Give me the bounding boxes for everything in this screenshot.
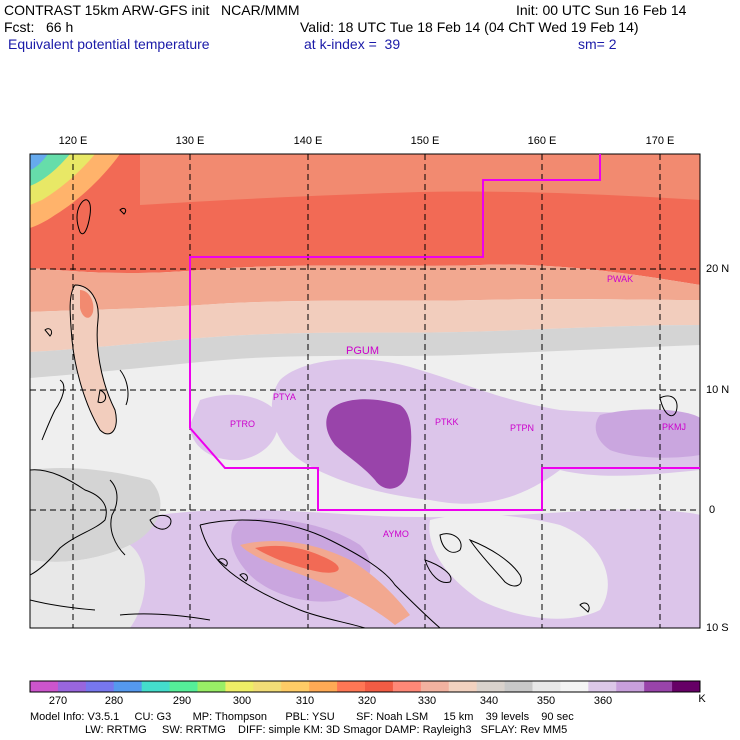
inner-domain-boundary xyxy=(189,154,700,511)
colorbar-swatch xyxy=(532,681,561,692)
level-info: at k-index = 39 xyxy=(304,36,401,52)
lon-label-170: 170 E xyxy=(645,135,675,147)
colorbar-swatch xyxy=(113,681,143,692)
colorbar-swatch xyxy=(85,681,115,692)
colorbar-swatch xyxy=(30,681,59,692)
station-aymo: AYMO xyxy=(383,529,409,539)
colorbar-label-320: 320 xyxy=(357,695,377,707)
coastlines xyxy=(30,199,678,628)
colorbar-swatch xyxy=(420,681,450,692)
colorbar-swatch xyxy=(141,681,171,692)
field-shading xyxy=(30,154,700,628)
colorbar-swatch xyxy=(253,681,282,692)
station-pwak: PWAK xyxy=(607,274,633,284)
colorbar-swatch xyxy=(392,681,422,692)
colorbar-label-310: 310 xyxy=(295,695,315,707)
colorbar-label-300: 300 xyxy=(232,695,252,707)
colorbar-swatch xyxy=(504,681,533,692)
smoothing-info: sm= 2 xyxy=(578,36,617,52)
colorbar-swatch xyxy=(365,681,394,692)
colorbar-swatch xyxy=(644,681,673,692)
colorbar-swatch xyxy=(616,681,645,692)
station-ptya: PTYA xyxy=(273,392,296,402)
colorbar-label-340: 340 xyxy=(479,695,499,707)
lat-label-eq: 0 xyxy=(709,504,716,516)
colorbar-label-290: 290 xyxy=(172,695,192,707)
colorbar-swatch xyxy=(281,681,310,692)
colorbar-swatch xyxy=(225,681,254,692)
lat-label-10s: 10 S xyxy=(706,622,729,634)
colorbar-swatch xyxy=(197,681,226,692)
colorbar-swatch xyxy=(672,681,701,692)
model-info-line-1: Model Info: V3.5.1 CU: G3 MP: Thompson P… xyxy=(30,711,574,723)
colorbar xyxy=(30,681,701,692)
colorbar-label-350: 350 xyxy=(536,695,556,707)
grid-lines xyxy=(30,154,700,628)
forecast-hour: Fcst: 66 h xyxy=(4,19,74,35)
colorbar-frame xyxy=(29,680,701,693)
station-pkmj: PKMJ xyxy=(662,422,686,432)
station-ptpn: PTPN xyxy=(510,423,534,433)
field-name: Equivalent potential temperature xyxy=(8,36,210,52)
lon-label-150: 150 E xyxy=(410,135,440,147)
colorbar-swatch xyxy=(588,681,617,692)
lon-label-130: 130 E xyxy=(175,135,205,147)
lon-label-160: 160 E xyxy=(527,135,557,147)
lat-label-10n: 10 N xyxy=(706,384,730,396)
colorbar-swatch xyxy=(169,681,198,692)
colorbar-swatch xyxy=(560,681,589,692)
lon-label-140: 140 E xyxy=(293,135,323,147)
colorbar-unit: K xyxy=(698,693,706,705)
model-info-line-2: LW: RRTMG SW: RRTMG DIFF: simple KM: 3D … xyxy=(30,724,568,736)
colorbar-label-280: 280 xyxy=(104,695,124,707)
colorbar-swatch xyxy=(476,681,506,692)
colorbar-label-360: 360 xyxy=(593,695,613,707)
colorbar-swatch xyxy=(309,681,338,692)
colorbar-label-270: 270 xyxy=(48,695,68,707)
colorbar-label-330: 330 xyxy=(417,695,437,707)
station-pgum: PGUM xyxy=(346,345,379,357)
init-time: Init: 00 UTC Sun 16 Feb 14 xyxy=(516,2,687,18)
model-title: CONTRAST 15km ARW-GFS init NCAR/MMM xyxy=(4,2,300,18)
colorbar-swatch xyxy=(57,681,87,692)
colorbar-swatch xyxy=(448,681,478,692)
valid-time: Valid: 18 UTC Tue 18 Feb 14 (04 ChT Wed … xyxy=(300,19,639,35)
colorbar-swatch xyxy=(337,681,366,692)
station-ptro: PTRO xyxy=(230,419,255,429)
lat-label-20n: 20 N xyxy=(706,263,730,275)
station-ptkk: PTKK xyxy=(435,417,459,427)
lon-label-120: 120 E xyxy=(58,135,88,147)
